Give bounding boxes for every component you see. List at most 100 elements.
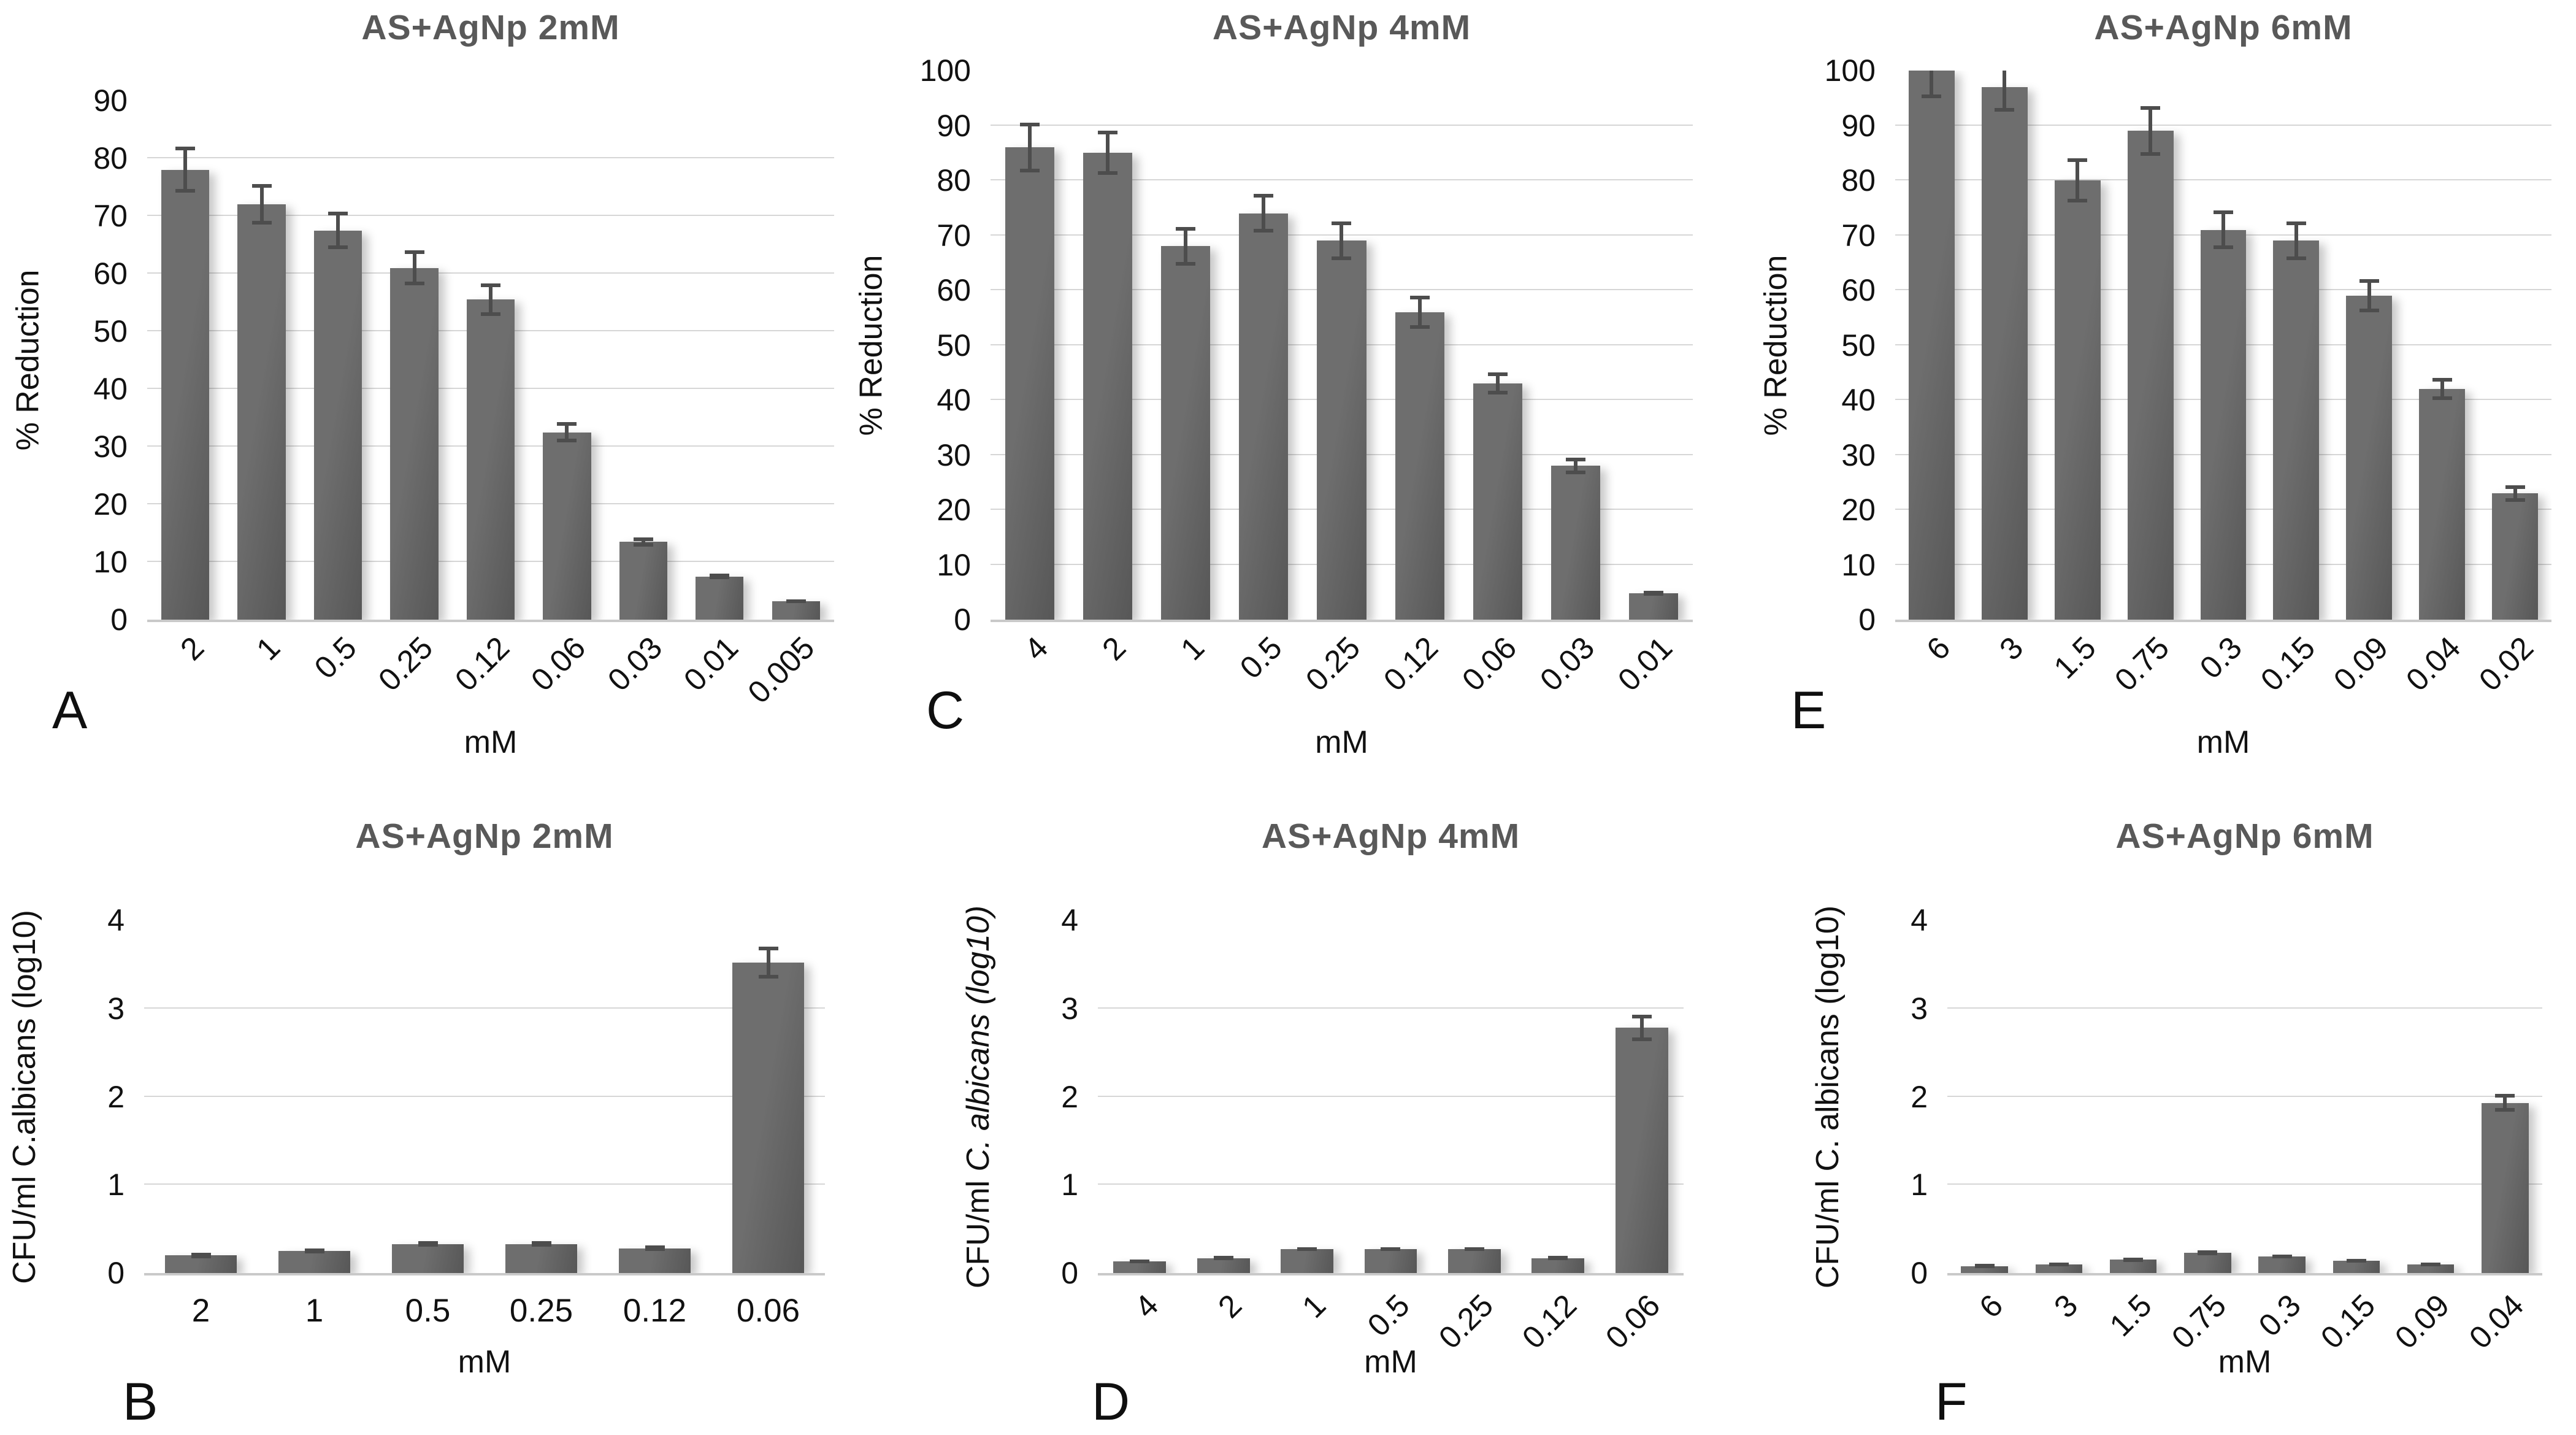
y-tick-label: 40 bbox=[93, 372, 128, 406]
bar bbox=[1160, 246, 1211, 620]
y-tick-label: 100 bbox=[1824, 53, 1876, 88]
bar bbox=[2346, 295, 2393, 620]
error-bar bbox=[1922, 71, 1942, 98]
chart-title: AS+AgNp 6mM bbox=[2094, 8, 2353, 47]
bar-slot bbox=[1537, 71, 1615, 620]
bar-slot bbox=[1968, 71, 2041, 620]
error-bar-cap-bottom bbox=[2432, 396, 2452, 400]
error-bar bbox=[531, 1241, 551, 1247]
x-tick-label: 0.5 bbox=[1360, 1287, 1416, 1344]
error-bar-cap-bottom bbox=[645, 1247, 665, 1252]
bar bbox=[1395, 312, 1444, 620]
x-tick-label: 2 bbox=[1095, 629, 1133, 667]
error-bar bbox=[710, 573, 730, 580]
y-tick-label: 50 bbox=[1841, 328, 1876, 363]
gridline bbox=[1098, 1007, 1684, 1009]
error-bar bbox=[786, 599, 806, 604]
bar-series bbox=[1098, 920, 1684, 1273]
plot-area bbox=[1895, 71, 2551, 622]
error-bar-cap-top bbox=[2068, 158, 2088, 163]
error-bar-line bbox=[1639, 1014, 1644, 1041]
chart-title: AS+AgNp 2mM bbox=[355, 817, 614, 856]
bar-series bbox=[1947, 920, 2542, 1273]
error-bar-cap-bottom bbox=[2346, 1258, 2366, 1263]
gridline bbox=[1947, 1183, 2542, 1185]
bar-slot bbox=[223, 101, 299, 620]
bar bbox=[1909, 71, 1955, 620]
bar bbox=[2109, 1260, 2157, 1273]
bar bbox=[543, 432, 591, 620]
error-bar-cap-top bbox=[1254, 194, 1274, 198]
x-tick-label: 0.01 bbox=[677, 629, 745, 698]
error-bar bbox=[1464, 1247, 1484, 1252]
error-bar-cap-top bbox=[633, 537, 653, 541]
bar bbox=[1629, 593, 1679, 620]
error-bar-cap-bottom bbox=[633, 542, 653, 547]
y-tick-label: 0 bbox=[954, 602, 971, 637]
y-tick-label: 40 bbox=[1841, 383, 1876, 417]
error-bar-cap-bottom bbox=[1644, 591, 1664, 596]
panel-letter: D bbox=[1092, 1372, 1130, 1431]
x-tick-slot: 0.12 bbox=[598, 1282, 711, 1380]
gridline bbox=[147, 157, 834, 158]
error-bar-line bbox=[259, 184, 264, 225]
x-tick-label: 0.09 bbox=[2326, 629, 2394, 698]
error-bar-line bbox=[2513, 485, 2517, 502]
error-bar-cap-top bbox=[2495, 1094, 2515, 1098]
y-tick-label: 30 bbox=[1841, 437, 1876, 472]
error-bar-cap-bottom bbox=[531, 1242, 551, 1247]
error-bar-cap-bottom bbox=[191, 1254, 211, 1258]
panel-a: AS+AgNp 2mM % Reduction 0 10 20 30 40 50 60 70 8… bbox=[0, 0, 859, 767]
bar-slot bbox=[2187, 71, 2260, 620]
bar bbox=[2419, 389, 2466, 620]
error-bar-line bbox=[641, 537, 645, 547]
y-tick-labels: 0 1 2 3 4 bbox=[0, 905, 125, 1288]
bar bbox=[1473, 383, 1522, 620]
error-bar bbox=[2068, 158, 2088, 202]
bar bbox=[161, 169, 210, 620]
bar-slot bbox=[1433, 920, 1516, 1273]
error-bar-cap-bottom bbox=[480, 312, 500, 316]
x-tick-label: 0.25 bbox=[509, 1293, 573, 1329]
error-bar bbox=[191, 1252, 211, 1258]
error-bar-line bbox=[2076, 158, 2080, 202]
bar bbox=[1197, 1258, 1250, 1273]
error-bar bbox=[304, 1248, 324, 1254]
x-axis-title: mM bbox=[458, 1344, 512, 1380]
error-bar-line bbox=[1184, 227, 1188, 266]
gridline bbox=[147, 272, 834, 274]
error-bar-cap-bottom bbox=[2198, 1252, 2218, 1256]
y-tick-label: 40 bbox=[937, 383, 971, 417]
error-bar bbox=[1644, 591, 1664, 596]
error-bar-cap-bottom bbox=[2214, 245, 2233, 249]
error-bar bbox=[1631, 1014, 1652, 1041]
error-bar bbox=[2141, 106, 2161, 156]
error-bar-cap-bottom bbox=[1631, 1037, 1652, 1041]
error-bar-cap-bottom bbox=[175, 189, 196, 193]
error-bar-cap-bottom bbox=[404, 281, 424, 285]
y-tick-label: 80 bbox=[1841, 163, 1876, 198]
y-tick-label: 10 bbox=[1841, 547, 1876, 582]
bar bbox=[1113, 1261, 1167, 1273]
error-bar-cap-top bbox=[1019, 123, 1040, 127]
bar-series bbox=[1895, 71, 2551, 620]
x-tick-label: 1.5 bbox=[2103, 1287, 2159, 1344]
bar-slot bbox=[2319, 920, 2393, 1273]
x-tick-label: 0.3 bbox=[2193, 629, 2249, 686]
error-bar-cap-top bbox=[175, 147, 196, 151]
x-tick-label: 1 bbox=[305, 1293, 324, 1329]
bar-series bbox=[147, 101, 834, 620]
error-bar-line bbox=[1105, 131, 1110, 175]
y-tick-label: 0 bbox=[107, 1256, 125, 1290]
gridline bbox=[1895, 179, 2551, 180]
x-tick-label: 0.3 bbox=[2252, 1287, 2307, 1344]
error-bar-cap-bottom bbox=[1922, 94, 1942, 98]
error-bar bbox=[2123, 1258, 2144, 1262]
error-bar-line bbox=[1930, 71, 1934, 98]
x-tick-label: 1 bbox=[1173, 629, 1211, 667]
bar-slot bbox=[758, 101, 834, 620]
bar-slot bbox=[1516, 920, 1600, 1273]
bar-slot bbox=[1895, 71, 1968, 620]
y-tick-label: 30 bbox=[937, 437, 971, 472]
error-bar bbox=[1332, 221, 1352, 260]
